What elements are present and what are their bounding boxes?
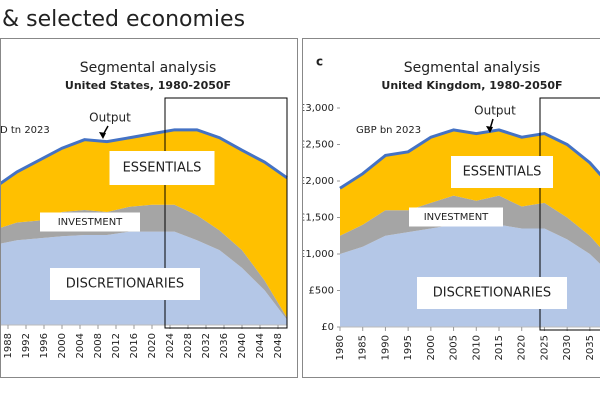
segment-label-box [40,212,140,232]
x-tick-label: 2024 [165,333,176,358]
x-tick-label: 2010 [471,335,482,360]
area-segment [340,224,600,327]
segment-label: DISCRETIONARIES [66,277,184,292]
x-tick-label: 2048 [273,333,284,358]
x-tick-label: 2000 [426,335,437,360]
y-tick-label: £1,500 [299,213,334,224]
chart-title: Segmental analysis [80,60,217,76]
y-tick-label: £3,000 [299,103,334,114]
x-tick-label: 2012 [111,333,122,358]
x-tick-label: 1980 [335,335,346,360]
x-tick-label: 2028 [183,333,194,358]
x-tick-label: 1995 [403,335,414,360]
segment-label-box [417,277,567,309]
x-tick-label: 2004 [75,333,86,358]
x-tick-label: 2020 [517,335,528,360]
x-tick-label: 1992 [21,333,32,358]
x-tick-label: 2000 [57,333,68,358]
segment-label-box [109,151,215,185]
y-tick-label: £1,000 [299,249,334,260]
annotation: Output [89,111,131,125]
segment-label-box [409,207,503,227]
x-tick-label: 2032 [201,333,212,358]
x-tick-label: 1988 [3,333,14,358]
chart-subtitle: United Kingdom, 1980-2050F [381,79,562,92]
x-tick-label: 2030 [562,335,573,360]
area-segment [1,204,287,320]
x-tick-label: 2044 [255,333,266,358]
y-tick-label: £2,000 [299,176,334,187]
segment-label-box [50,268,200,300]
panel-label: c [316,55,323,69]
chart-uk: Segmental analysis United Kingdom, 1980-2… [299,55,600,360]
segment-label: INVESTMENT [424,212,489,223]
segment-label-box [451,156,553,188]
arrow-head [486,126,493,133]
panel-border [0,38,298,378]
forecast-box [164,97,288,329]
segment-label: DISCRETIONARIES [433,286,551,301]
unit-label: D tn 2023 [0,125,50,136]
arrow-head [99,132,106,139]
segment-label: ESSENTIALS [123,161,202,176]
x-tick-label: 2036 [219,333,230,358]
chart-title: Segmental analysis [404,60,541,76]
forecast-box [539,97,600,331]
x-tick-label: 2008 [93,333,104,358]
x-tick-label: 2016 [129,333,140,358]
chart-us: Segmental analysis United States, 1980-20… [0,60,288,358]
x-tick-label: 2040 [237,333,248,358]
output-line [339,128,600,190]
x-tick-label: 2035 [585,335,596,360]
x-tick-label: 1985 [358,335,369,360]
chart-subtitle: United States, 1980-2050F [65,79,231,92]
output-line [1,128,288,185]
unit-label: GBP bn 2023 [356,125,421,136]
x-tick-label: 2015 [494,335,505,360]
x-tick-label: 2020 [147,333,158,358]
y-tick-label: £0 [321,322,334,333]
y-tick-label: £2,500 [299,140,334,151]
y-tick-label: £500 [309,286,334,297]
panel-border [302,38,600,378]
x-tick-label: 2005 [449,335,460,360]
segment-label: ESSENTIALS [463,165,542,180]
x-tick-label: 2025 [539,335,550,360]
x-tick-label: 1996 [39,333,50,358]
page-title: & selected economies [2,7,245,32]
annotation: Output [474,104,516,118]
x-tick-label: 1990 [380,335,391,360]
area-segment [1,129,287,318]
segment-label: INVESTMENT [58,217,123,228]
area-segment [340,195,600,264]
